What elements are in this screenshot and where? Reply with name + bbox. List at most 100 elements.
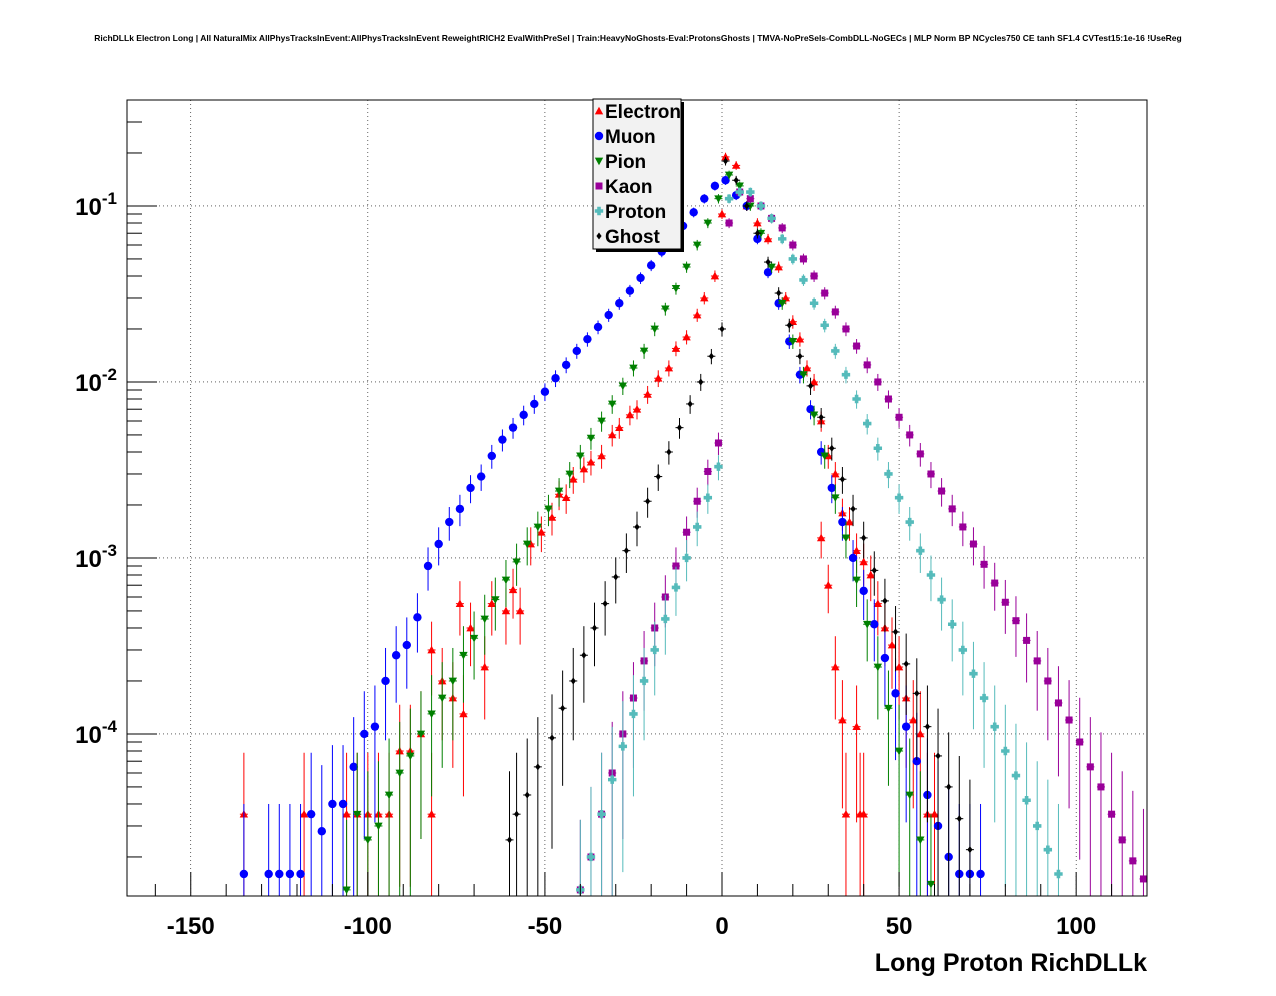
data-point (423, 561, 433, 571)
y-tick-exponent: -3 (102, 541, 117, 560)
data-point (579, 464, 589, 473)
data-point (838, 517, 847, 527)
data-point (916, 450, 924, 458)
data-point (700, 293, 709, 302)
data-point (948, 620, 957, 629)
data-point (763, 268, 773, 277)
data-point (561, 493, 571, 502)
data-point (239, 869, 249, 879)
data-point (285, 869, 295, 879)
data-point (967, 846, 973, 854)
data-point (935, 752, 941, 760)
data-point (767, 263, 776, 272)
data-point (799, 371, 808, 379)
x-axis-label: Long Proton RichDLLk (875, 949, 1147, 977)
data-point (530, 399, 539, 409)
data-point (863, 419, 872, 428)
data-point (554, 487, 564, 496)
data-point (703, 219, 713, 228)
legend-entry-proton: Proton (594, 202, 666, 223)
legend: Electron Muon Pion Kaon Proton Ghost (592, 98, 684, 252)
y-tick-base: 10 (75, 546, 102, 573)
x-tick-label: -150 (167, 913, 215, 940)
data-point (894, 493, 904, 502)
data-point (1043, 845, 1053, 854)
data-point (416, 730, 426, 739)
data-point (721, 152, 730, 161)
data-point (788, 338, 798, 346)
y-tick-label: 10-1 (75, 189, 117, 221)
data-point (852, 722, 861, 731)
data-point (848, 553, 858, 563)
data-point (820, 452, 829, 461)
data-point (852, 394, 861, 404)
data-point (831, 346, 840, 356)
series-kaon (576, 187, 1148, 896)
data-point (710, 271, 720, 280)
data-point (916, 546, 925, 555)
data-point (654, 374, 663, 382)
data-point (523, 540, 532, 549)
data-point (438, 694, 447, 703)
data-point (683, 528, 691, 536)
data-point (852, 546, 861, 555)
data-point (891, 689, 900, 698)
data-point (1011, 771, 1021, 780)
data-point (724, 171, 734, 180)
data-point (799, 255, 807, 263)
data-point (671, 285, 681, 293)
data-point (560, 704, 566, 712)
data-point (625, 410, 635, 419)
data-point (841, 534, 851, 543)
data-point (1086, 763, 1094, 771)
data-point (264, 869, 273, 879)
data-point (788, 254, 798, 264)
data-point (744, 202, 750, 210)
data-point (501, 576, 511, 585)
data-point (613, 573, 619, 581)
x-tick-label: 50 (886, 913, 913, 940)
data-point (501, 606, 511, 615)
data-point (370, 722, 380, 731)
data-point (275, 869, 284, 879)
data-point (1129, 857, 1137, 865)
y-tick-exponent: -2 (102, 365, 117, 384)
data-point (909, 715, 918, 724)
data-point (1097, 783, 1105, 791)
data-point (469, 634, 479, 643)
data-point (809, 299, 819, 308)
legend-marker (594, 157, 604, 166)
data-point (544, 505, 553, 514)
data-point (807, 382, 814, 390)
data-point (634, 523, 640, 531)
legend-label: Pion (605, 152, 646, 173)
data-point (776, 289, 782, 297)
data-point (618, 742, 628, 751)
series-electron (239, 152, 939, 896)
legend-entry-muon: Muon (594, 127, 656, 148)
data-point (381, 676, 390, 686)
y-tick-base: 10 (75, 194, 102, 221)
data-point (1054, 699, 1062, 707)
data-point (831, 494, 840, 502)
data-point (604, 310, 613, 320)
data-point (753, 218, 762, 227)
data-point (615, 299, 624, 308)
data-point (615, 423, 624, 432)
data-point (714, 462, 723, 471)
legend-label: Proton (605, 202, 666, 223)
data-point (725, 219, 733, 227)
legend-marker (594, 106, 604, 115)
data-point (809, 411, 819, 420)
data-point (406, 752, 415, 761)
data-point (661, 614, 670, 624)
legend-marker (595, 182, 603, 190)
data-point (480, 615, 489, 624)
data-point (572, 346, 581, 356)
data-point (535, 763, 541, 771)
data-point (540, 387, 550, 396)
data-point (342, 886, 351, 895)
data-point (781, 293, 790, 302)
data-point (990, 722, 999, 731)
series-layer (239, 152, 1148, 896)
